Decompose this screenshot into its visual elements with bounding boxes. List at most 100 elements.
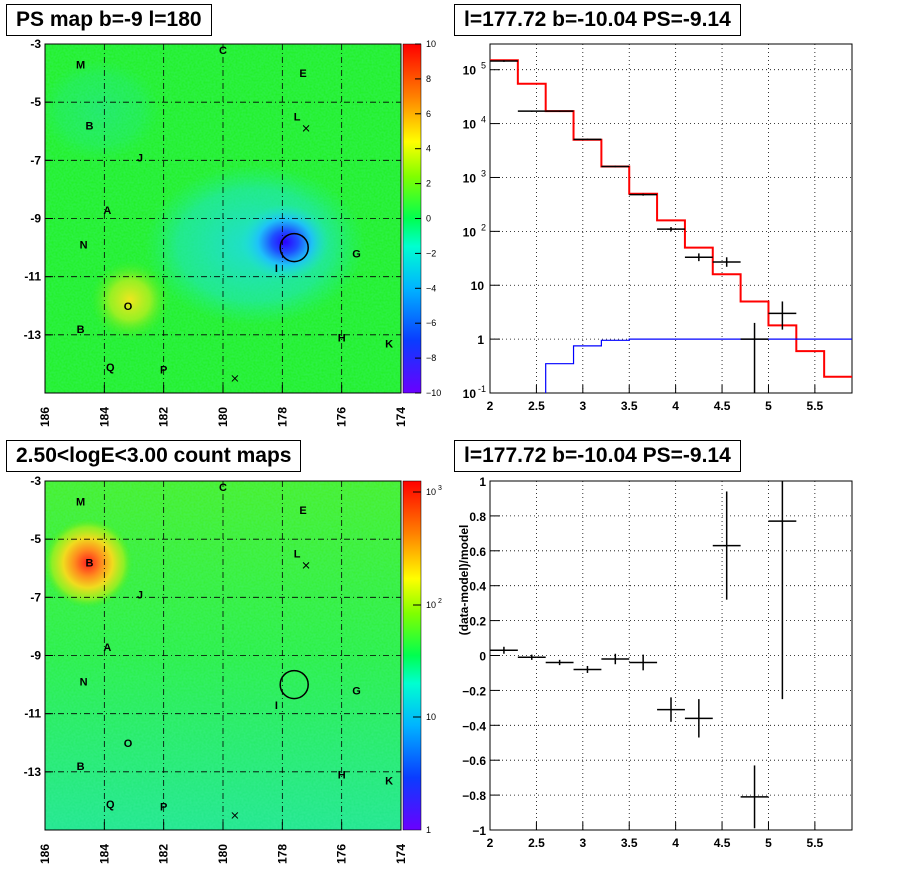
residual-y-tick-label: −0.8 [462,789,486,803]
residual-x-tick-label: 5 [765,836,772,850]
residual-x-tick-label: 2 [487,836,494,850]
residual-y-tick-label: −0.6 [462,754,486,768]
cm-source-label: M [76,496,85,508]
ps-source-label: C [219,45,227,57]
cm-x-tick-label: 186 [38,844,52,864]
residual-y-axis-label: (data-model)/model [457,525,471,636]
ps-colorbar-tick-label: 2 [426,179,431,189]
ps-source-label: Q [106,362,115,374]
ps-colorbar-tick-label: 0 [426,214,431,224]
cm-y-tick-label: -3 [30,474,41,488]
cm-source-label: K [385,776,393,788]
cm-source-label: P [160,802,167,814]
ps-colorbar-tick-label: 4 [426,144,431,154]
cm-y-tick-label: -9 [30,649,41,663]
spectrum-y-tick-exponent: 3 [481,168,486,178]
ps-x-marker [231,375,239,382]
residual-y-tick-label: −0.4 [462,719,486,733]
cm-source-label: N [80,677,88,689]
spectrum-y-tick-label: 10 [463,118,477,132]
residual-y-tick-label: −1 [472,824,486,838]
residual-y-tick-label: 0.4 [469,580,486,594]
ps-source-label: N [80,240,88,252]
residual-x-tick-label: 3 [579,836,586,850]
spectrum-title: l=177.72 b=-10.04 PS=-9.14 [454,4,741,36]
cm-y-tick-label: -13 [24,765,42,779]
ps-colorbar-tick-label: −8 [426,353,436,363]
count-colorbar-tick-label: 1 [426,825,431,835]
ps-y-tick-label: -13 [24,328,42,342]
ps-map-blue-spot [240,204,330,280]
cm-source-label: C [219,482,227,494]
ps-colorbar-tick-label: −6 [426,318,436,328]
residual-y-tick-label: −0.2 [462,684,486,698]
count-colorbar-tick-label: 10 [426,712,436,722]
cm-source-label: B [77,761,85,773]
spectrum-y-tick-label: 10 [463,64,477,78]
ps-source-label: H [338,333,346,345]
cm-source-label: I [275,700,278,712]
ps-source-label: I [275,263,278,275]
residual-y-tick-label: 0.6 [469,545,486,559]
residual-x-tick-label: 4 [672,836,679,850]
spectrum-y-tick-label: 10 [463,225,477,239]
cm-source-label: A [103,642,111,654]
ps-map-yellow-spot [90,260,170,340]
count-colorbar [402,480,422,831]
ps-source-label: B [86,120,94,132]
spectrum-y-tick-exponent: 4 [481,115,486,125]
count-map-red-spot [45,518,133,608]
spectrum-x-tick-label: 4 [672,399,679,413]
spectrum-x-tick-label: 5 [765,399,772,413]
residual-x-tick-label: 3.5 [621,836,638,850]
ps-x-tick-label: 182 [157,407,171,427]
spectrum-y-tick-label: 10 [463,171,477,185]
cm-y-tick-label: -5 [30,532,41,546]
residual-y-tick-label: 0 [479,650,486,664]
cm-x-tick-label: 174 [394,844,408,864]
count-colorbar-tick-label: 10 [426,487,436,497]
ps-y-tick-label: -9 [30,212,41,226]
spectrum-frame [489,43,853,394]
cm-x-marker [302,561,310,569]
ps-colorbar-tick-label: −2 [426,248,436,258]
cm-source-label: G [352,685,361,697]
spectrum-x-tick-label: 3.5 [621,399,638,413]
cm-source-label: B [86,557,94,569]
spectrum-x-tick-label: 5.5 [807,399,824,413]
count-map-title: 2.50<logE<3.00 count maps [6,440,302,472]
ps-source-label: P [160,365,167,377]
ps-x-marker [302,124,310,132]
ps-colorbar-tick-label: 6 [426,109,431,119]
count-colorbar-tick-label: 10 [426,600,436,610]
ps-source-label: K [385,339,393,351]
ps-colorbar-tick-label: −10 [426,388,441,398]
ps-x-tick-label: 180 [216,407,230,427]
cm-x-tick-label: 180 [216,844,230,864]
ps-x-tick-label: 174 [394,407,408,427]
spectrum-x-tick-label: 3 [579,399,586,413]
cm-x-tick-label: 184 [97,844,111,864]
count-colorbar-tick-exponent: 3 [438,485,442,492]
ps-x-tick-label: 176 [335,407,349,427]
ps-source-label: L [294,112,301,124]
cm-target-circle [279,669,309,700]
ps-y-tick-label: -11 [24,270,41,284]
background-histogram [545,338,852,393]
ps-source-label: O [124,301,133,313]
spectrum-x-tick-label: 2 [487,399,494,413]
spectrum-y-tick-exponent: 2 [481,222,486,232]
ps-y-tick-label: -7 [30,153,41,167]
cm-source-label: E [299,505,306,517]
ps-source-label: B [77,324,85,336]
ps-target-circle [279,232,309,263]
ps-x-tick-label: 184 [97,407,111,427]
ps-x-tick-label: 178 [275,407,289,427]
ps-source-label: E [299,68,306,80]
ps-map-title: PS map b=-9 l=180 [6,4,212,36]
cm-source-label: L [294,549,301,561]
cm-x-tick-label: 182 [157,844,171,864]
cm-y-tick-label: -11 [24,707,41,721]
cm-y-tick-label: -7 [30,590,41,604]
